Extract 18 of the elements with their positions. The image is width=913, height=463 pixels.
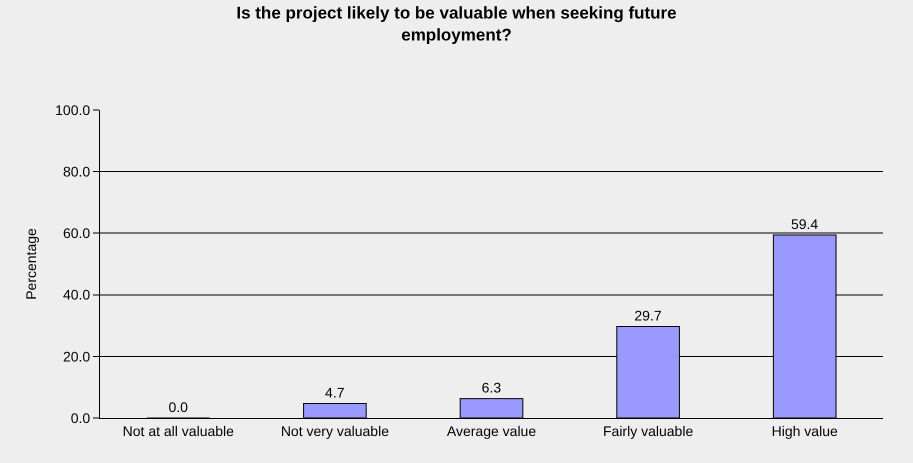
- y-axis-title: Percentage: [22, 228, 39, 300]
- x-tick-label: High value: [772, 422, 838, 439]
- data-label: 4.7: [325, 384, 345, 401]
- data-label: 0.0: [168, 399, 188, 415]
- data-label: 6.3: [482, 380, 502, 396]
- data-label: 59.4: [790, 216, 818, 232]
- y-tick-label: 0.0: [70, 410, 90, 426]
- y-tick-label: 60.0: [62, 225, 90, 242]
- x-tick-label: Not at all valuable: [122, 422, 234, 439]
- x-tick-label: Not very valuable: [280, 422, 390, 439]
- y-tick-label: 40.0: [62, 286, 90, 303]
- y-tick-label: 100.0: [55, 102, 90, 118]
- y-tick-label: 20.0: [62, 348, 90, 364]
- x-tick-label: Average value: [446, 422, 536, 439]
- x-tick-label: Fairly valuable: [602, 422, 694, 439]
- data-label: 29.7: [634, 308, 662, 324]
- y-tick-label: 80.0: [62, 164, 90, 180]
- chart-title: Is the project likely to be valuable when seeking future employment?: [236, 4, 677, 45]
